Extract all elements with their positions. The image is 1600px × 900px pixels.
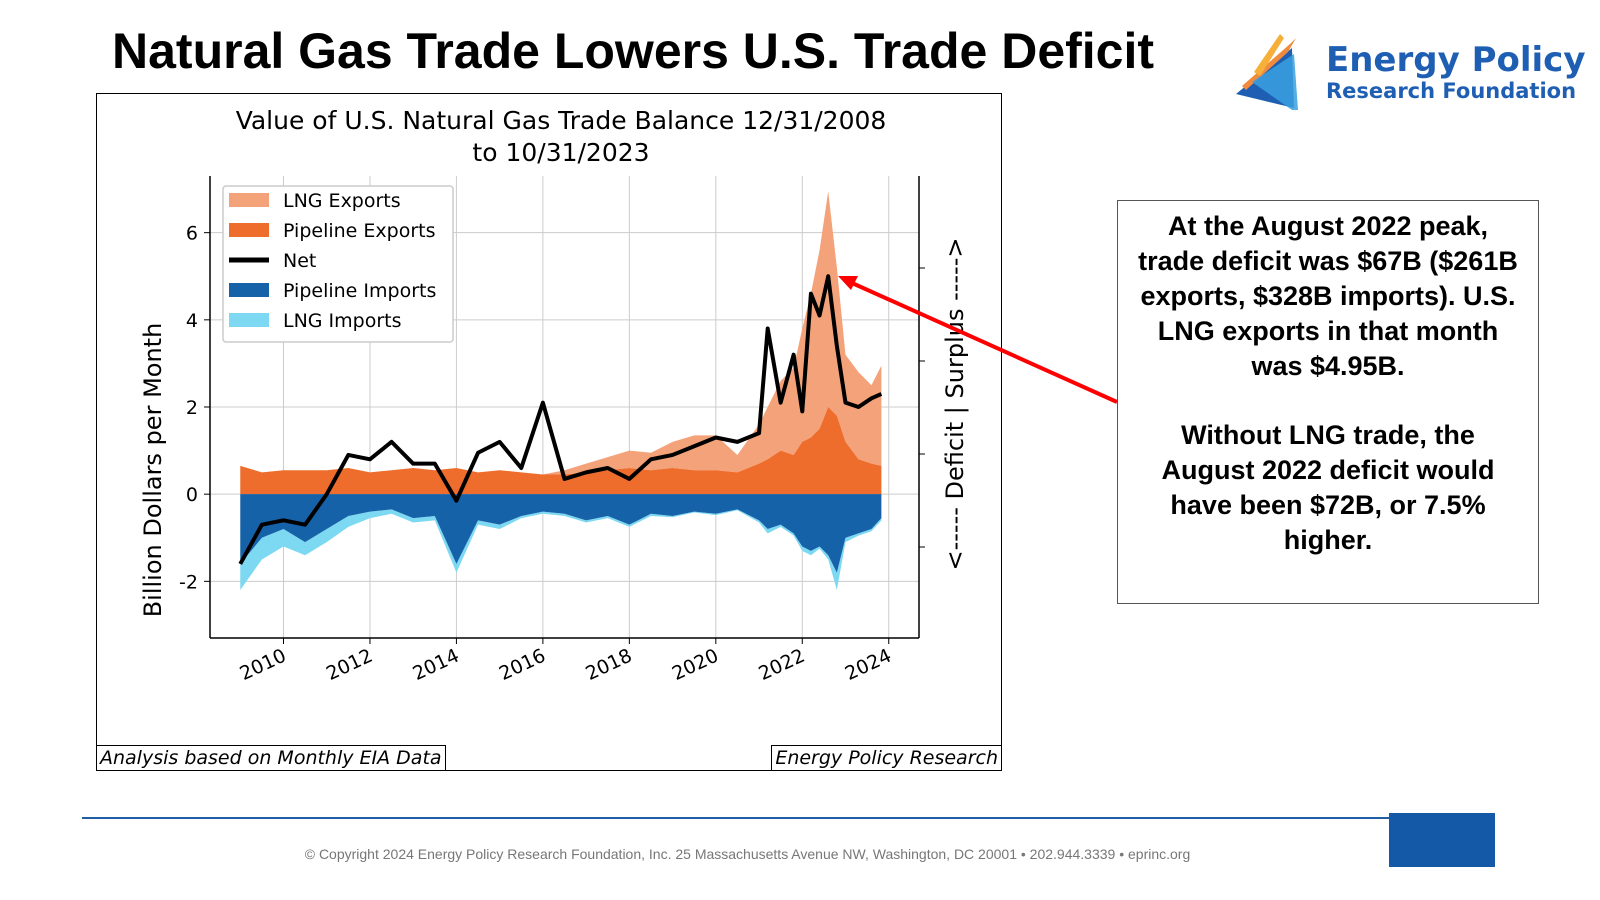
slide-title: Natural Gas Trade Lowers U.S. Trade Defi… bbox=[112, 23, 1155, 79]
legend-swatch bbox=[229, 313, 269, 327]
y-axis-label: Billion Dollars per Month bbox=[139, 323, 167, 618]
legend-box bbox=[222, 185, 454, 343]
chart-title-line1: Value of U.S. Natural Gas Trade Balance … bbox=[236, 106, 887, 135]
callout-paragraph-2: Without LNG trade, the August 2022 defic… bbox=[1161, 420, 1495, 555]
x-tick-label: 2012 bbox=[323, 645, 376, 685]
net-series bbox=[238, 274, 883, 565]
area-series bbox=[240, 191, 882, 591]
legend-label: Pipeline Exports bbox=[283, 220, 436, 242]
legend-label: LNG Imports bbox=[283, 310, 402, 332]
pipeline-imports-area bbox=[240, 494, 882, 573]
x-tick-label: 2010 bbox=[236, 645, 289, 685]
legend: LNG Exports Pipeline Exports Net Pipeline I… bbox=[222, 185, 454, 343]
footer-copyright: © Copyright 2024 Energy Policy Research … bbox=[304, 846, 1191, 862]
logo-name-line1: Energy Policy bbox=[1326, 40, 1586, 80]
source-note: Analysis based on Monthly EIA Data bbox=[96, 745, 446, 771]
pipeline-exports-area bbox=[240, 407, 882, 495]
y-tick-label: 4 bbox=[186, 310, 198, 332]
legend-label: Pipeline Imports bbox=[283, 280, 436, 302]
x-tick-label: 2014 bbox=[409, 645, 462, 685]
x-tick-label: 2020 bbox=[669, 645, 722, 685]
callout-paragraph-1: At the August 2022 peak, trade deficit w… bbox=[1138, 211, 1518, 381]
y-tick-label: 6 bbox=[186, 223, 198, 245]
logo: Energy Policy Research Foundation bbox=[1232, 24, 1592, 114]
natural-gas-trade-chart: Value of U.S. Natural Gas Trade Balance … bbox=[139, 106, 969, 685]
attribution-note: Energy Policy Research bbox=[771, 745, 1002, 771]
y-tick-label: 0 bbox=[186, 484, 198, 506]
x-tick-label: 2024 bbox=[842, 645, 895, 685]
legend-label: LNG Exports bbox=[283, 190, 401, 212]
legend-swatch bbox=[229, 283, 269, 297]
logo-name-line2: Research Foundation bbox=[1326, 79, 1577, 103]
callout-box: At the August 2022 peak, trade deficit w… bbox=[1117, 200, 1539, 604]
logo-mark-icon bbox=[1236, 34, 1298, 110]
x-tick-label: 2016 bbox=[496, 645, 549, 685]
chart-title-line2: to 10/31/2023 bbox=[472, 138, 649, 167]
legend-label: Net bbox=[283, 250, 316, 272]
legend-swatch bbox=[229, 193, 269, 207]
x-tick-label: 2018 bbox=[582, 645, 635, 685]
x-tick-label: 2022 bbox=[755, 645, 808, 685]
chart-frame: Value of U.S. Natural Gas Trade Balance … bbox=[96, 93, 1002, 771]
y-tick-label: -2 bbox=[179, 571, 198, 593]
footer-accent-box bbox=[1389, 813, 1495, 867]
y-axis-right-label: <----- Deficit | Surplus -----> bbox=[941, 238, 969, 571]
footer-rule bbox=[82, 817, 1390, 819]
net-line bbox=[238, 274, 883, 565]
legend-swatch bbox=[229, 223, 269, 237]
y-tick-label: 2 bbox=[186, 397, 198, 419]
